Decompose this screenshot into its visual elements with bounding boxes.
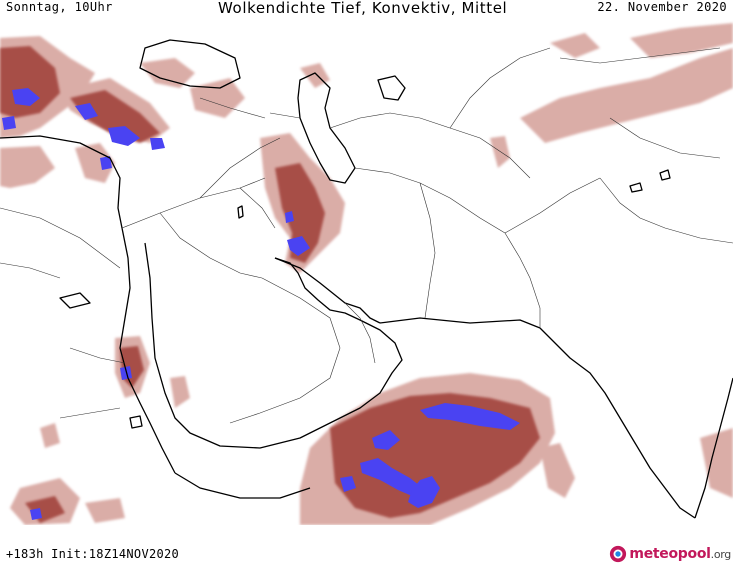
cloud-density-map — [0, 23, 733, 525]
convective-cells — [2, 88, 520, 520]
meteopool-logo-text: meteopool.org — [629, 546, 731, 562]
forecast-day-time: Sonntag, 10Uhr — [6, 0, 113, 14]
country-borders — [0, 47, 733, 424]
model-run-info: +183h Init:18Z14NOV2020 — [6, 547, 180, 561]
forecast-date: 22. November 2020 — [597, 0, 727, 14]
cloud-layer-dense — [0, 46, 540, 523]
map-area — [0, 18, 733, 525]
meteopool-logo-icon — [610, 545, 627, 563]
meteopool-logo[interactable]: meteopool.org — [609, 544, 731, 564]
map-title: Wolkendichte Tief, Konvektiv, Mittel — [218, 0, 508, 17]
